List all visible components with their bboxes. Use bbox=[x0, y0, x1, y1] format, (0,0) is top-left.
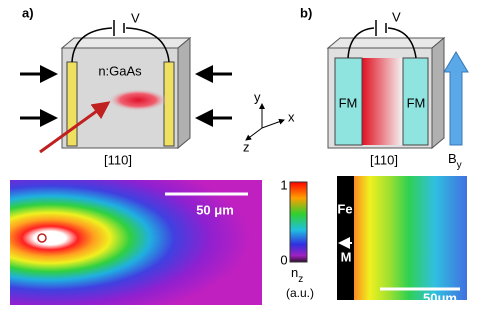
axis bbox=[261, 118, 285, 129]
colorbar-unit: (a.u.) bbox=[286, 286, 314, 300]
field-label: By bbox=[448, 151, 462, 170]
emission-image bbox=[10, 180, 262, 305]
spot bbox=[108, 89, 168, 111]
box-side bbox=[177, 36, 191, 150]
contact bbox=[66, 61, 78, 147]
material-label: n:GaAs bbox=[98, 63, 142, 78]
laser-spot bbox=[37, 233, 47, 243]
field-arrow bbox=[443, 51, 469, 146]
axis bbox=[245, 127, 263, 141]
direction-label: [110] bbox=[104, 152, 132, 167]
scale-bar-label: 50 μm bbox=[196, 202, 234, 217]
wire bbox=[347, 27, 417, 59]
laser-arrow bbox=[39, 101, 111, 154]
field-subscript: y bbox=[457, 160, 462, 171]
direction-label: [110] bbox=[370, 152, 398, 167]
ferromagnet bbox=[334, 57, 363, 146]
colorbar-quantity: nz bbox=[291, 265, 303, 284]
axis-label: y bbox=[254, 89, 261, 104]
wire bbox=[71, 27, 170, 63]
magnetization-label: M bbox=[341, 249, 352, 264]
box-top bbox=[326, 37, 446, 49]
axis-label: x bbox=[288, 109, 295, 124]
axis-label: z bbox=[243, 139, 250, 154]
spin-gradient bbox=[362, 58, 403, 145]
quantity-symbol: n bbox=[291, 265, 298, 280]
colorbar-max: 1 bbox=[280, 177, 287, 192]
voltage-label: V bbox=[131, 10, 140, 25]
colorbar bbox=[289, 181, 308, 263]
contact-label: FM bbox=[407, 95, 426, 110]
quantity-subscript: z bbox=[298, 274, 303, 285]
panel-label: b) bbox=[300, 5, 312, 20]
emission-image bbox=[337, 176, 467, 300]
voltage-label: V bbox=[392, 9, 401, 24]
colorbar-min: 0 bbox=[280, 252, 287, 267]
ferromagnet bbox=[402, 57, 429, 146]
scale-bar-label: 50μm bbox=[423, 290, 457, 305]
field-symbol: B bbox=[448, 151, 457, 166]
iron-contact bbox=[337, 176, 354, 300]
contact-label: FM bbox=[339, 95, 358, 110]
material-label: Fe bbox=[337, 201, 352, 216]
box-side bbox=[431, 36, 445, 150]
panel-label: a) bbox=[22, 5, 34, 20]
